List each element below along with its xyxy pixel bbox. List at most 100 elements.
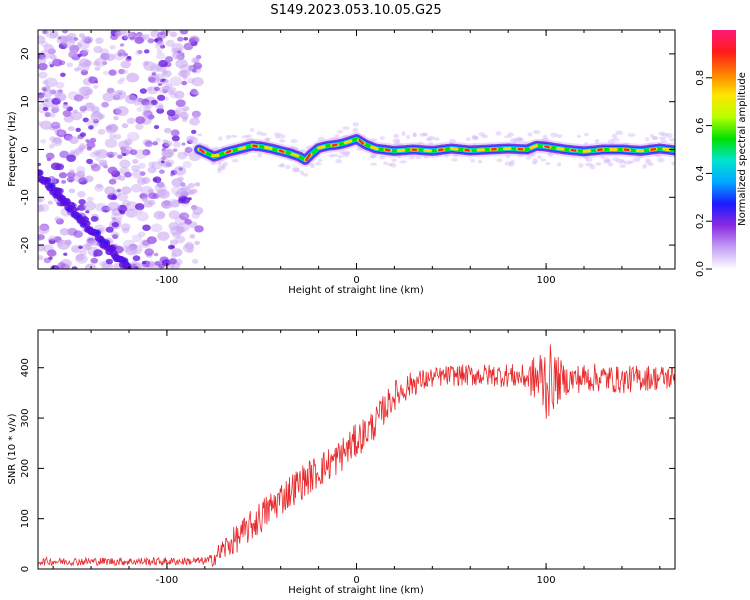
spectrogram-cell (126, 72, 140, 83)
spectrogram-cell (108, 69, 117, 76)
spectrogram-cell (78, 199, 86, 205)
spectrogram-cell (189, 117, 200, 126)
colorbar-tick-label: 0.2 (695, 213, 706, 229)
spectrogram-cell (77, 191, 86, 198)
spectrogram-cell (187, 77, 196, 84)
spectrogram-cell (191, 76, 204, 87)
spectrogram-cell (265, 137, 271, 142)
spectrogram-cell (478, 132, 486, 137)
spectrogram-cell (47, 200, 53, 205)
spectrogram-cell (595, 162, 602, 166)
spectrogram-cell (406, 134, 411, 140)
spectrogram-cell (113, 51, 126, 61)
spectrogram-cell (38, 62, 48, 71)
spectrogram-cell (111, 221, 119, 228)
spectrogram-cell (126, 55, 132, 60)
spectrogram-cell (139, 171, 146, 176)
spectrogram-cell (112, 217, 117, 221)
spectrogram-cell (58, 172, 67, 179)
spectrogram-cell (434, 137, 440, 141)
spectrogram-cell (153, 86, 160, 92)
spectrogram-cell (137, 97, 144, 103)
spectrogram-cell (150, 63, 162, 73)
x-tick-label: 100 (537, 575, 556, 586)
spectrogram-cell (86, 196, 94, 202)
spectrogram-cell (532, 158, 538, 164)
snr-x-label: Height of straight line (km) (288, 585, 424, 596)
spectrogram-cell (192, 58, 200, 64)
spectrogram-cell (81, 36, 89, 42)
spectrogram-cell (496, 158, 503, 163)
spectrogram-cell (192, 62, 203, 70)
spectrogram-cell (171, 43, 184, 53)
spectrogram-cell (175, 99, 186, 108)
spectrogram-cell (135, 123, 144, 130)
spectrogram-peak (252, 144, 259, 148)
spectrogram-cell (661, 132, 668, 137)
spectrogram-cell (148, 161, 156, 168)
spectrogram-cell (175, 58, 188, 69)
spectrogram-cell (98, 159, 108, 167)
spectrogram-cell (44, 112, 52, 118)
spectrogram-cell (186, 139, 193, 145)
spectrogram-cell (645, 158, 651, 162)
spectrogram-cell (164, 56, 174, 63)
spectrogram-cell (156, 52, 166, 60)
spectrogram-cell (421, 132, 429, 137)
spectrogram-cell (61, 179, 67, 184)
spectrogram-cell (169, 31, 178, 38)
spectrogram-cell (100, 161, 107, 167)
spectrogram-cell (116, 188, 122, 193)
spectrogram-cell (158, 169, 165, 174)
y-tick-label: 10 (20, 95, 31, 108)
spectrogram-cell (657, 157, 665, 163)
spectrogram-cell (170, 87, 177, 92)
spectrogram-cell (153, 210, 166, 220)
spectrogram-cell (369, 154, 378, 159)
spectrogram-cell (317, 158, 323, 162)
spectrogram-cell (616, 158, 624, 164)
spectrogram-cell (222, 161, 228, 167)
spectrogram-cell (48, 235, 57, 242)
spectrogram-cell (151, 161, 163, 170)
spectrogram-cell (119, 77, 126, 82)
spectrogram-cell (122, 152, 127, 157)
spectrogram-cell (92, 110, 101, 117)
spectrogram-cell (161, 156, 167, 161)
spectrogram-cell (40, 120, 53, 130)
spectrogram-peak (290, 152, 300, 158)
spectrogram-cell (187, 182, 195, 189)
spectrogram-cell (481, 134, 488, 139)
spectrogram-peak (370, 145, 379, 151)
spectrogram-cell (121, 227, 130, 234)
y-tick-label: 20 (20, 48, 31, 61)
spectrogram-cell (342, 153, 350, 158)
spectrogram-cell (191, 258, 199, 264)
spectrogram-cell (154, 102, 164, 110)
spectrogram-cell (43, 257, 52, 264)
spectrogram-cell (221, 166, 226, 171)
spectrogram-cell (39, 50, 52, 60)
spectrogram-cell (93, 249, 103, 257)
spectrogram-cell (68, 49, 79, 58)
spectrogram-cell (44, 77, 58, 88)
spectrogram-cell (86, 158, 93, 165)
spectrogram-cell (38, 255, 44, 261)
spectrogram-cell (66, 176, 75, 183)
spectrogram-cell (171, 135, 180, 142)
spectrogram-cell (48, 144, 55, 149)
spectrogram-cell (157, 104, 164, 110)
spectrogram-cell (45, 178, 50, 182)
spectrogram-cell (505, 154, 511, 159)
spectrogram-cell (277, 134, 286, 139)
spectrogram-cell (191, 110, 201, 118)
spectrogram-cell (183, 213, 190, 219)
spectrogram-cell (168, 210, 181, 220)
spectrogram-cell (49, 63, 54, 68)
spectrogram-cell (173, 148, 178, 152)
spectrogram-cell (277, 164, 285, 168)
spectrogram-cell (80, 69, 89, 76)
spectrogram-cell (75, 253, 85, 261)
spectrogram-cell (38, 204, 45, 213)
spectrogram-cell (42, 97, 55, 108)
